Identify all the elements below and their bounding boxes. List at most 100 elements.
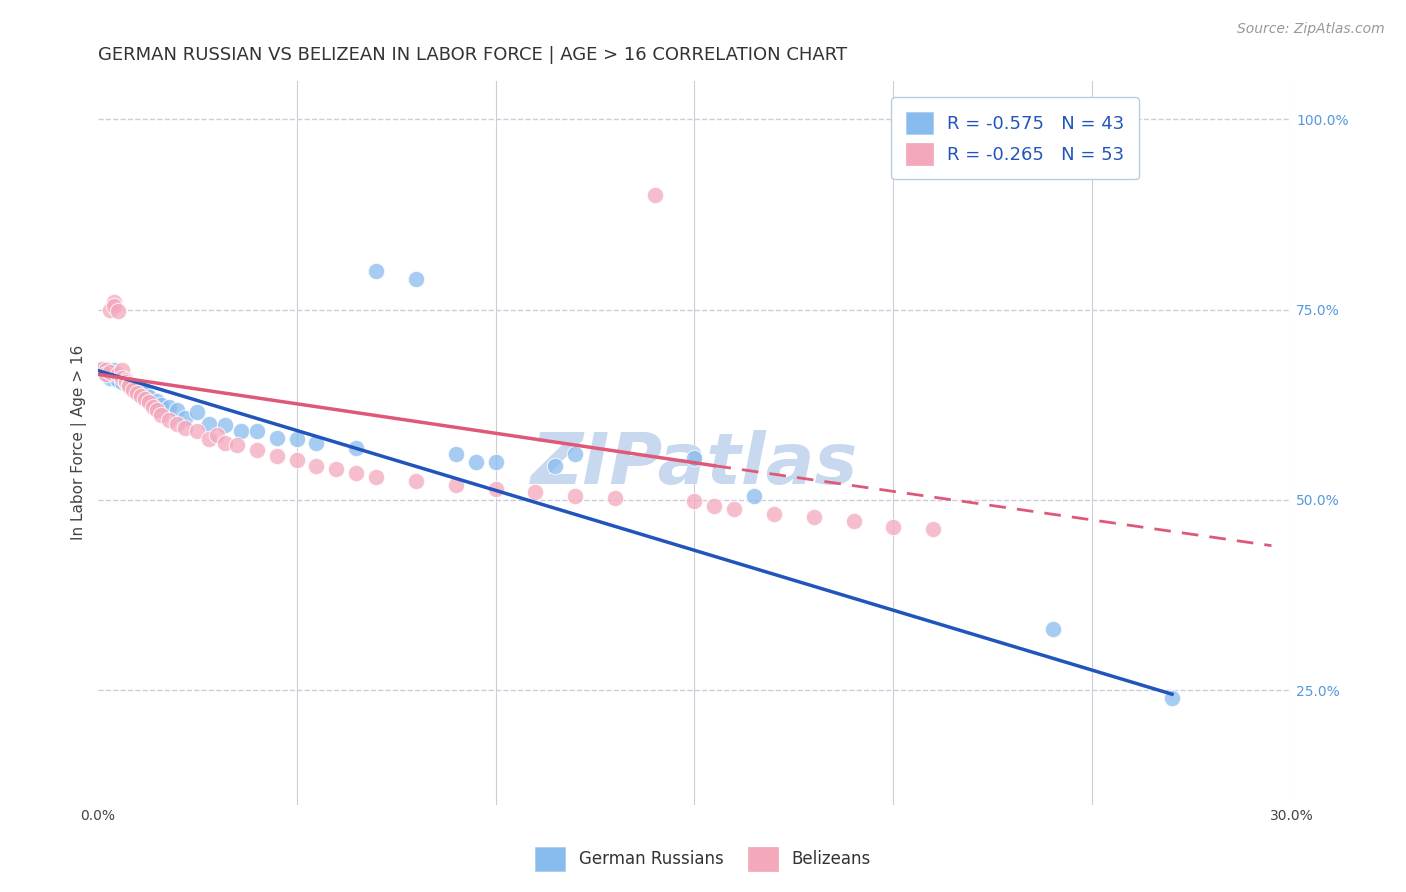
Point	[1161, 690, 1184, 705]
Point	[229, 425, 252, 439]
Point	[644, 188, 666, 202]
Point	[198, 417, 221, 431]
Point	[98, 371, 121, 385]
Point	[107, 373, 129, 387]
Point	[142, 400, 165, 414]
Point	[98, 302, 121, 317]
Point	[118, 378, 141, 392]
Point	[444, 447, 467, 461]
Point	[285, 432, 308, 446]
Point	[150, 398, 173, 412]
Point	[157, 413, 180, 427]
Point	[166, 417, 188, 431]
Point	[131, 384, 153, 398]
Point	[94, 363, 117, 377]
Point	[114, 375, 136, 389]
Point	[146, 393, 169, 408]
Point	[122, 380, 145, 394]
Point	[226, 438, 249, 452]
Point	[246, 425, 269, 439]
Point	[214, 435, 236, 450]
Point	[122, 383, 145, 397]
Point	[146, 403, 169, 417]
Point	[723, 502, 745, 516]
Point	[131, 389, 153, 403]
Point	[114, 375, 136, 389]
Y-axis label: In Labor Force | Age > 16: In Labor Force | Age > 16	[72, 345, 87, 541]
Point	[134, 386, 156, 401]
Point	[405, 272, 427, 286]
Point	[405, 474, 427, 488]
Point	[107, 304, 129, 318]
Point	[366, 264, 388, 278]
Text: GERMAN RUSSIAN VS BELIZEAN IN LABOR FORCE | AGE > 16 CORRELATION CHART: GERMAN RUSSIAN VS BELIZEAN IN LABOR FORC…	[97, 46, 846, 64]
Text: ZIPatlas: ZIPatlas	[531, 430, 858, 499]
Point	[464, 455, 486, 469]
Point	[683, 494, 706, 508]
Point	[266, 430, 288, 444]
Point	[603, 491, 626, 506]
Point	[118, 377, 141, 392]
Point	[110, 375, 132, 389]
Point	[922, 522, 945, 536]
Point	[524, 485, 547, 500]
Point	[186, 425, 208, 439]
Point	[842, 514, 865, 528]
Point	[138, 390, 160, 404]
Point	[138, 395, 160, 409]
Point	[803, 509, 825, 524]
Point	[103, 363, 125, 377]
Point	[266, 449, 288, 463]
Point	[484, 482, 506, 496]
Point	[882, 519, 904, 533]
Point	[94, 362, 117, 376]
Point	[94, 368, 117, 382]
Point	[90, 362, 112, 376]
Point	[198, 432, 221, 446]
Point	[110, 371, 132, 385]
Point	[90, 363, 112, 377]
Point	[127, 386, 149, 401]
Point	[683, 451, 706, 466]
Point	[114, 373, 136, 387]
Point	[305, 458, 328, 473]
Point	[305, 435, 328, 450]
Point	[484, 455, 506, 469]
Point	[107, 368, 129, 383]
Point	[742, 489, 765, 503]
Point	[186, 405, 208, 419]
Point	[127, 383, 149, 397]
Point	[285, 453, 308, 467]
Point	[103, 294, 125, 309]
Point	[214, 418, 236, 433]
Point	[118, 377, 141, 392]
Point	[174, 420, 197, 434]
Point	[110, 370, 132, 384]
Legend: German Russians, Belizeans: German Russians, Belizeans	[527, 839, 879, 880]
Point	[205, 428, 228, 442]
Point	[103, 299, 125, 313]
Point	[544, 458, 567, 473]
Point	[444, 477, 467, 491]
Point	[763, 507, 786, 521]
Point	[98, 365, 121, 379]
Point	[166, 403, 188, 417]
Point	[134, 392, 156, 407]
Legend: R = -0.575   N = 43, R = -0.265   N = 53: R = -0.575 N = 43, R = -0.265 N = 53	[891, 97, 1139, 179]
Point	[157, 400, 180, 414]
Point	[564, 447, 586, 461]
Point	[366, 470, 388, 484]
Point	[1042, 623, 1064, 637]
Point	[246, 443, 269, 458]
Point	[344, 467, 367, 481]
Point	[174, 410, 197, 425]
Point	[107, 368, 129, 382]
Point	[103, 368, 125, 382]
Point	[94, 368, 117, 382]
Point	[703, 499, 725, 513]
Point	[564, 489, 586, 503]
Point	[150, 408, 173, 422]
Point	[344, 441, 367, 455]
Point	[98, 365, 121, 379]
Point	[110, 363, 132, 377]
